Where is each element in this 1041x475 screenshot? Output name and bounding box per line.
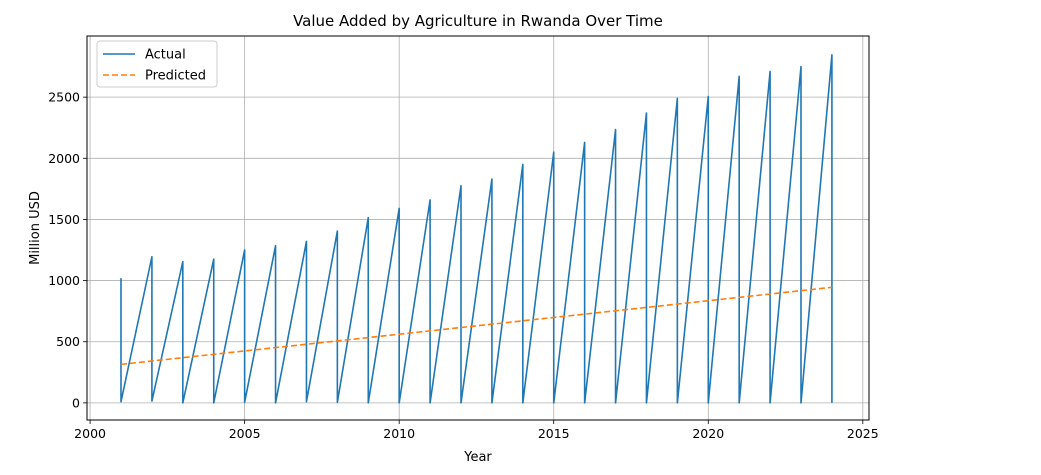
y-tick-label: 1000: [48, 273, 80, 288]
legend-label-actual: Actual: [145, 48, 186, 63]
series-layer: [120, 54, 833, 404]
x-axis-label: Year: [463, 450, 492, 465]
x-tick-label: 2025: [847, 426, 879, 441]
x-tick-label: 2005: [229, 426, 261, 441]
legend-label-predicted: Predicted: [145, 69, 206, 84]
x-tick-label: 2015: [538, 426, 570, 441]
series-line-predicted: [120, 286, 832, 366]
x-tick-label: 2020: [692, 426, 724, 441]
series-line-actual: [120, 54, 833, 404]
chart-title: Value Added by Agriculture in Rwanda Ove…: [293, 12, 663, 30]
y-tick-label: 0: [72, 395, 80, 410]
y-axis-label: Million USD: [28, 191, 43, 265]
legend: Actual Predicted: [96, 40, 218, 88]
axis-ticks: 2000 2005 2010 2015 2020 2025 0 500 1000 1500 2000…: [48, 90, 879, 441]
plot-frame: [86, 35, 870, 421]
y-tick-label: 1500: [48, 212, 80, 227]
x-tick-label: 2000: [74, 426, 106, 441]
y-tick-label: 500: [56, 334, 80, 349]
x-tick-label: 2010: [383, 426, 415, 441]
grid-lines: [87, 36, 869, 420]
y-tick-label: 2000: [48, 151, 80, 166]
y-tick-label: 2500: [48, 90, 80, 105]
